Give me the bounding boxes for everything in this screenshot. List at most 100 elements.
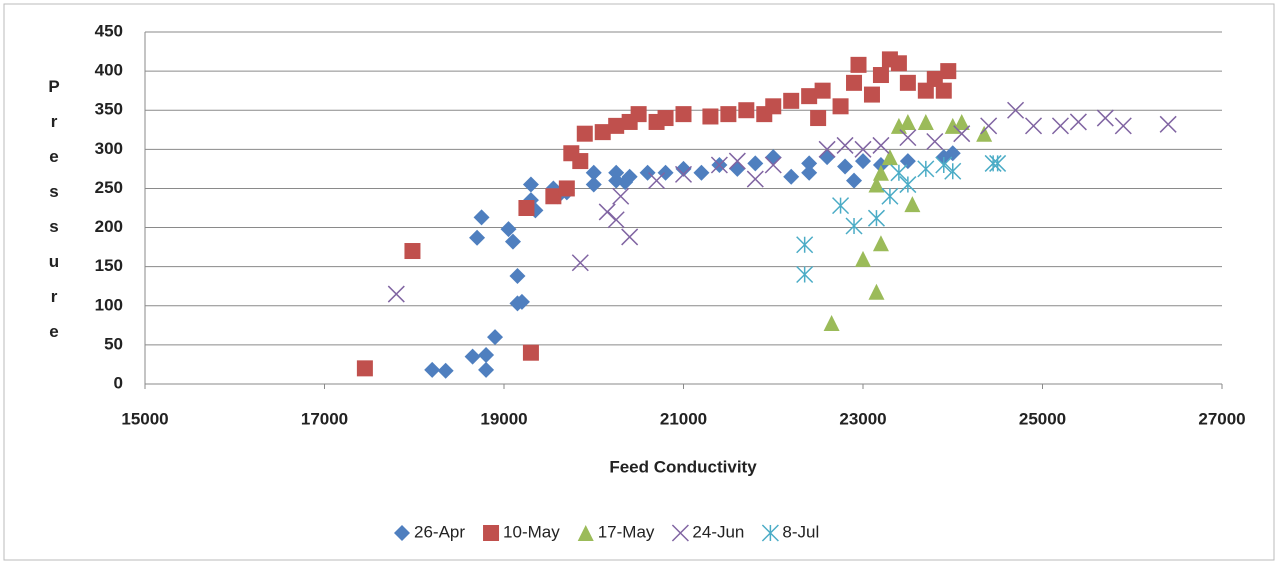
x-tick-label: 19000 [480,409,527,428]
point [868,176,885,193]
point [424,361,441,378]
point [855,250,871,267]
point [612,187,630,205]
point [545,188,562,205]
point [1051,117,1069,135]
point [404,243,421,260]
point [504,233,521,250]
point [522,176,539,193]
point [693,164,710,181]
point [764,156,782,174]
x-tick-label: 21000 [660,409,707,428]
y-tick-label: 100 [95,295,123,314]
point [558,180,575,197]
point [675,160,692,177]
point [810,110,827,127]
point [868,283,885,300]
point [1024,117,1043,135]
point [639,164,656,181]
point [814,82,831,99]
point [518,200,535,216]
legend-marker [671,524,689,542]
point [710,156,728,174]
point [818,140,836,158]
point [356,360,373,377]
point [728,152,746,170]
point [854,140,872,158]
point [953,113,970,130]
point [675,106,692,123]
point [738,102,755,119]
point [944,162,962,180]
point [801,164,818,181]
point [796,265,814,284]
point [387,285,405,303]
point [576,125,593,142]
legend-label: 17-May [598,522,655,541]
x-tick-label: 17000 [301,409,348,428]
point [747,155,764,172]
point [953,125,971,143]
point [437,362,454,379]
y-tick-label: 150 [95,256,123,275]
y-tick-label: 200 [95,217,123,236]
chart-frame [3,3,1275,561]
y-tick-label: 350 [95,100,123,119]
point [702,108,719,125]
point [890,164,908,182]
point [783,92,800,109]
point [836,136,854,154]
point [944,145,961,162]
point [899,129,917,147]
point [1114,117,1132,135]
legend-marker [394,525,410,541]
point [487,329,504,346]
point [872,164,889,181]
point [585,164,602,181]
point [926,132,944,151]
point [904,196,921,213]
point [989,154,1007,172]
point [872,67,889,84]
point [890,55,907,72]
y-tick-label: 50 [104,334,123,353]
point [1096,109,1114,127]
point [478,347,495,364]
point [746,170,764,188]
y-tick-label: 300 [95,139,123,158]
point [917,113,934,130]
point [832,197,850,215]
legend-label: 24-Jun [692,522,744,541]
y-tick-label: 400 [95,61,123,80]
point [594,124,611,141]
point [796,236,814,254]
y-tick-label: 250 [95,178,123,197]
point [935,82,952,99]
point [783,168,800,185]
x-tick-label: 27000 [1198,409,1245,428]
point [572,153,589,170]
point [872,136,890,154]
point [980,117,998,135]
point [899,113,916,130]
point [657,110,674,127]
point [801,88,818,105]
point [598,203,616,221]
point [500,221,517,238]
point [1007,101,1025,119]
point [464,348,481,365]
x-tick-label: 23000 [839,409,886,428]
legend-label: 10-May [503,522,560,541]
point [473,209,490,226]
point [899,176,917,194]
point [917,160,935,178]
point [608,117,625,134]
legend-marker [761,524,779,542]
point [867,209,885,227]
point [846,74,863,91]
point [571,254,589,272]
point [630,106,647,123]
y-tick-label: 0 [114,373,123,392]
point [845,217,863,235]
point [1069,113,1087,131]
